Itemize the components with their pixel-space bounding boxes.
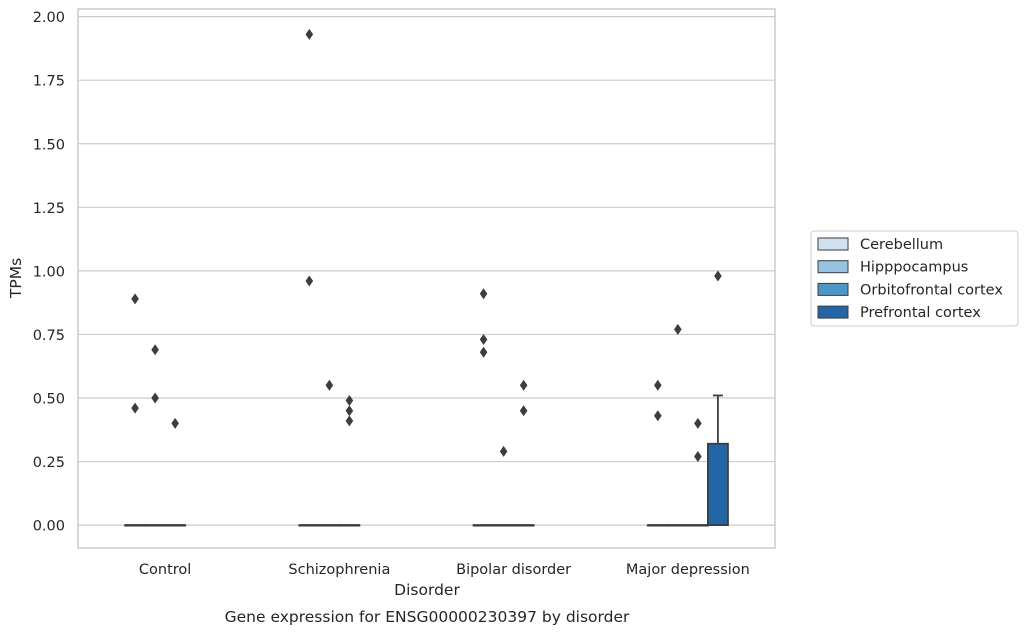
y-tick-label: 0.25 bbox=[33, 455, 65, 471]
legend-label: Orbitofrontal cortex bbox=[860, 282, 1003, 298]
box bbox=[707, 394, 729, 527]
outlier-point bbox=[345, 405, 354, 417]
y-tick-label: 2.00 bbox=[33, 10, 65, 26]
outlier-point bbox=[325, 379, 334, 391]
outlier-point bbox=[499, 445, 508, 457]
legend-item: Prefrontal cortex bbox=[817, 305, 981, 321]
outlier-point bbox=[305, 275, 314, 287]
y-tick-label: 1.00 bbox=[33, 264, 65, 280]
legend-swatch bbox=[817, 282, 849, 296]
outlier-point bbox=[479, 346, 488, 358]
x-tick-label: Major depression bbox=[626, 562, 750, 578]
box bbox=[124, 524, 146, 527]
outlier-point bbox=[654, 410, 662, 422]
legend-item: Cerebellum bbox=[817, 237, 943, 253]
legend-swatch bbox=[817, 260, 849, 274]
box bbox=[338, 524, 361, 527]
y-tick-label: 1.25 bbox=[33, 201, 65, 217]
box bbox=[686, 524, 709, 527]
legend-label: Prefrontal cortex bbox=[860, 305, 981, 321]
legend-label: Cerebellum bbox=[860, 237, 943, 253]
box bbox=[318, 524, 341, 527]
y-tick-label: 0.50 bbox=[33, 391, 65, 407]
outlier-point bbox=[171, 417, 179, 429]
outlier-point bbox=[479, 334, 488, 346]
legend-item: Orbitofrontal cortex bbox=[817, 282, 1003, 298]
outlier-point bbox=[519, 405, 528, 417]
y-tick-label: 0.75 bbox=[33, 328, 65, 344]
outlier-point bbox=[479, 288, 488, 300]
outlier-point bbox=[345, 415, 354, 427]
outlier-point bbox=[694, 450, 702, 462]
legend-item: Hipppocampus bbox=[817, 260, 968, 276]
outlier-point bbox=[151, 392, 159, 404]
outlier-point bbox=[654, 379, 662, 391]
outlier-point bbox=[519, 379, 528, 391]
box bbox=[298, 524, 321, 527]
outlier-point bbox=[131, 293, 139, 305]
legend-swatch bbox=[817, 237, 849, 251]
legend: Cerebellum Hipppocampus Orbitofrontal cort… bbox=[810, 230, 1019, 327]
x-axis-label: Disorder bbox=[394, 581, 460, 599]
box bbox=[646, 524, 669, 527]
y-tick-label: 0.00 bbox=[33, 519, 65, 535]
chart-title: Gene expression for ENSG00000230397 by d… bbox=[225, 608, 630, 626]
x-tick-label: Control bbox=[139, 562, 191, 578]
box bbox=[512, 524, 535, 527]
outliers bbox=[131, 28, 722, 462]
outlier-point bbox=[305, 28, 314, 40]
box-body bbox=[707, 442, 729, 527]
legend-swatch bbox=[817, 305, 849, 319]
gridlines bbox=[78, 16, 775, 526]
boxes bbox=[124, 394, 729, 527]
y-tick-label: 1.75 bbox=[33, 74, 65, 90]
outlier-point bbox=[714, 270, 722, 282]
legend-frame bbox=[810, 230, 1019, 327]
y-tick-labels: 0.00 0.25 0.50 0.75 1.00 1.25 1.50 1.75 2.00 bbox=[33, 10, 65, 534]
x-tick-labels: Control Schizophrenia Bipolar disorder Majo… bbox=[139, 562, 750, 578]
outlier-point bbox=[674, 323, 682, 335]
box bbox=[164, 524, 187, 527]
x-tick-label: Schizophrenia bbox=[288, 562, 390, 578]
y-axis-label: TPMs bbox=[7, 258, 25, 299]
box bbox=[472, 524, 495, 527]
plot-frame bbox=[77, 8, 776, 549]
outlier-point bbox=[694, 417, 702, 429]
legend-label: Hipppocampus bbox=[860, 260, 968, 276]
outlier-point bbox=[151, 344, 159, 356]
outlier-point bbox=[131, 402, 139, 414]
x-tick-label: Bipolar disorder bbox=[456, 562, 571, 578]
box bbox=[666, 524, 689, 527]
box bbox=[492, 524, 515, 527]
box bbox=[144, 524, 167, 527]
outlier-point bbox=[345, 395, 354, 407]
y-tick-label: 1.50 bbox=[33, 137, 65, 153]
